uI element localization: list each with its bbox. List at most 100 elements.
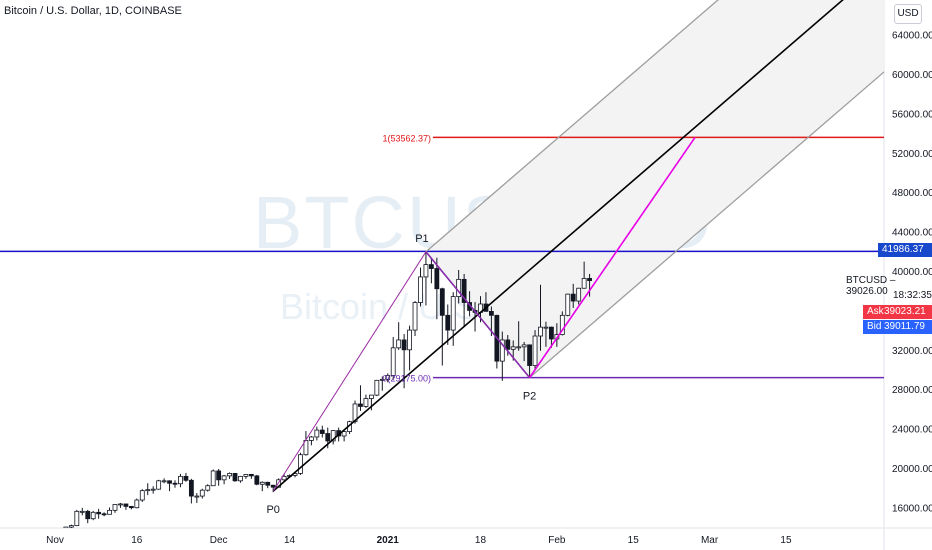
y-tick-label: 24000.00	[892, 425, 932, 436]
projection-leg-3	[528, 136, 696, 379]
candle-body	[450, 296, 456, 331]
candle-body	[74, 510, 80, 527]
candle	[379, 376, 385, 391]
chart-title[interactable]: Bitcoin / U.S. Dollar, 1D, COINBASE	[4, 5, 182, 17]
pitchfork-lower-line	[529, 71, 884, 379]
candle-body	[559, 314, 565, 335]
candle-body	[341, 431, 347, 437]
candle	[96, 508, 102, 519]
p0-label: P0	[266, 504, 279, 516]
x-tick-label: 14	[284, 535, 296, 546]
candle-body	[418, 276, 423, 303]
last-price-value: 39026.00	[846, 286, 888, 297]
candle-body	[145, 489, 151, 492]
candle-body	[221, 475, 227, 481]
y-tick-label: 40000.00	[892, 267, 932, 278]
candle-body	[358, 403, 363, 407]
candle	[543, 321, 549, 347]
candle	[254, 474, 260, 486]
candle	[112, 503, 118, 513]
candle	[199, 488, 205, 499]
candle-body	[101, 513, 107, 516]
y-tick-label: 32000.00	[892, 346, 932, 357]
p1-label: P1	[415, 233, 428, 245]
candle-body	[118, 503, 123, 506]
y-tick-label: 48000.00	[892, 188, 932, 199]
candle-body	[363, 398, 369, 407]
candle	[445, 304, 451, 345]
candle-body	[150, 488, 156, 491]
y-tick-label: 28000.00	[892, 385, 932, 396]
candle	[53, 528, 57, 533]
candle	[68, 524, 74, 528]
candle	[428, 257, 434, 284]
currency-badge[interactable]: USD	[894, 4, 922, 24]
candle	[499, 331, 505, 381]
candle-body	[167, 480, 172, 484]
candle-body	[576, 287, 582, 302]
y-tick-label: 20000.00	[892, 464, 932, 475]
candle	[183, 472, 189, 482]
candle	[265, 481, 271, 489]
candle	[521, 341, 527, 362]
candle-body	[178, 475, 183, 485]
candle-body	[505, 339, 511, 350]
candle	[139, 489, 145, 502]
base-label: 0(29175.00)	[382, 374, 431, 384]
candle-body	[527, 344, 532, 366]
candle	[314, 426, 320, 441]
candle	[101, 512, 107, 517]
pitchfork-upper-line	[425, 0, 719, 253]
candle	[128, 505, 134, 510]
candle-body	[412, 302, 418, 331]
candle	[172, 480, 178, 488]
candle-body	[390, 347, 396, 376]
candle-body	[374, 379, 380, 396]
candle-body	[314, 429, 320, 438]
candle-body	[298, 454, 303, 474]
candle-body	[238, 475, 243, 482]
candle	[298, 452, 303, 475]
hline-price-tag: 41986.37	[878, 243, 932, 257]
candle	[210, 469, 216, 487]
candle	[527, 344, 532, 377]
candle	[134, 498, 140, 509]
projection-leg-2	[425, 251, 530, 378]
candle-body	[199, 489, 205, 497]
candle-body	[232, 473, 238, 482]
candle	[549, 326, 554, 348]
candle	[90, 510, 96, 521]
y-tick-label: 16000.00	[892, 503, 932, 514]
y-tick-label: 44000.00	[892, 228, 932, 239]
candle-body	[423, 264, 429, 278]
candle-body	[385, 375, 391, 380]
candle-body	[396, 339, 402, 349]
candle-body	[58, 530, 62, 532]
candle	[178, 473, 183, 488]
candle	[532, 330, 538, 371]
candle	[238, 475, 243, 483]
candle	[107, 507, 112, 515]
candle	[461, 273, 467, 327]
ask-value: 39023.21	[884, 305, 932, 319]
candle-body	[96, 511, 102, 515]
ask-label: Ask	[863, 305, 888, 319]
candle	[188, 478, 194, 504]
candle	[330, 430, 336, 445]
x-tick-label: Dec	[210, 535, 228, 546]
candle-body	[68, 525, 74, 528]
x-tick-label: 18	[475, 535, 487, 546]
candle-body	[330, 430, 336, 442]
candle-body	[183, 475, 189, 481]
candle	[374, 379, 380, 397]
candle-body	[53, 530, 57, 531]
candle-body	[428, 264, 434, 269]
x-tick-label: 15	[628, 535, 640, 546]
x-tick-label: Mar	[701, 535, 719, 546]
x-tick-label: 15	[780, 535, 792, 546]
candle-body	[227, 473, 232, 477]
candle	[85, 509, 91, 524]
candle-body	[319, 429, 325, 434]
